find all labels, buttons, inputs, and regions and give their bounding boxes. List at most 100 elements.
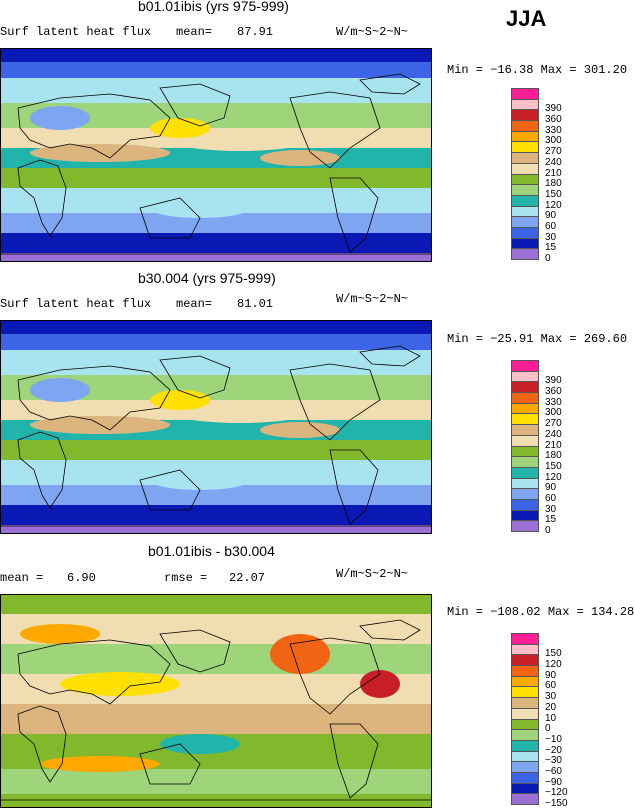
colorbar-swatch xyxy=(511,205,539,218)
colorbar-swatch xyxy=(511,665,539,677)
panel3-units: W/m~S~2~N~ xyxy=(336,567,409,581)
panel2-mean-label: mean= xyxy=(176,297,213,311)
panel1-mean-label: mean= xyxy=(176,25,213,39)
colorbar-swatch xyxy=(511,152,539,164)
colorbar-swatch xyxy=(511,141,539,154)
colorbar-swatch xyxy=(511,477,539,490)
panel3-rmse-value: 22.07 xyxy=(229,571,266,585)
panel1-colorbar xyxy=(511,88,539,260)
colorbar-tick-label: 180 xyxy=(545,178,562,190)
colorbar-tick-label: 120 xyxy=(545,199,562,211)
panel1-variable: Surf latent heat flux xyxy=(0,25,152,39)
colorbar-tick-label: 90 xyxy=(545,669,557,681)
colorbar-swatch xyxy=(511,445,539,458)
colorbar-swatch xyxy=(511,162,539,175)
colorbar-swatch xyxy=(511,109,539,122)
colorbar-swatch xyxy=(511,381,539,394)
panel2-colorbar xyxy=(511,360,539,532)
panel3-mean-value: 6.90 xyxy=(67,571,96,585)
colorbar-swatch xyxy=(511,750,539,763)
colorbar-swatch xyxy=(511,130,539,143)
colorbar-tick-label: 30 xyxy=(545,231,557,243)
colorbar-tick-label: 60 xyxy=(545,220,557,232)
panel2-mean-value: 81.01 xyxy=(237,297,274,311)
colorbar-swatch xyxy=(511,392,539,404)
colorbar-swatch xyxy=(511,729,539,741)
panel1-units: W/m~S~2~N~ xyxy=(336,25,409,39)
colorbar-tick-label: 150 xyxy=(545,648,562,660)
colorbar-swatch xyxy=(511,509,539,522)
colorbar-tick-label: 180 xyxy=(545,450,562,462)
panel2-range: Min = −25.91 Max = 269.60 xyxy=(447,332,628,346)
colorbar-swatch xyxy=(511,782,539,795)
colorbar-swatch xyxy=(511,424,539,436)
colorbar-swatch xyxy=(511,173,539,186)
colorbar-tick-label: 210 xyxy=(545,167,562,179)
colorbar-swatch xyxy=(511,370,539,383)
colorbar-swatch xyxy=(511,88,539,100)
colorbar-swatch xyxy=(511,771,539,784)
colorbar-tick-label: 90 xyxy=(545,210,557,222)
colorbar-tick-label: 300 xyxy=(545,135,562,147)
panel3-colorbar xyxy=(511,633,539,805)
colorbar-tick-label: 240 xyxy=(545,428,562,440)
colorbar-tick-label: −120 xyxy=(545,787,568,799)
colorbar-swatch xyxy=(511,360,539,372)
panel3-map xyxy=(0,594,432,808)
colorbar-swatch xyxy=(511,761,539,773)
colorbar-swatch xyxy=(511,216,539,228)
colorbar-tick-label: 90 xyxy=(545,482,557,494)
colorbar-tick-label: 270 xyxy=(545,146,562,158)
colorbar-swatch xyxy=(511,498,539,511)
panel2-title: b30.004 (yrs 975-999) xyxy=(138,270,276,286)
colorbar-tick-label: 150 xyxy=(545,188,562,200)
colorbar-swatch xyxy=(511,226,539,239)
panel2-units: W/m~S~2~N~ xyxy=(336,292,409,306)
colorbar-tick-label: −30 xyxy=(545,755,562,767)
colorbar-swatch xyxy=(511,120,539,132)
colorbar-swatch xyxy=(511,654,539,667)
panel2-map xyxy=(0,320,432,534)
colorbar-tick-label: −60 xyxy=(545,765,562,777)
colorbar-tick-label: 330 xyxy=(545,124,562,136)
colorbar-swatch xyxy=(511,739,539,752)
season-label: JJA xyxy=(506,6,547,31)
colorbar-tick-label: 240 xyxy=(545,156,562,168)
colorbar-swatch xyxy=(511,184,539,196)
colorbar-swatch xyxy=(511,686,539,699)
colorbar-tick-label: −90 xyxy=(545,776,562,788)
colorbar-tick-label: 30 xyxy=(545,691,557,703)
colorbar-tick-label: 0 xyxy=(545,525,551,536)
panel1-range: Min = −16.38 Max = 301.20 xyxy=(447,63,628,77)
colorbar-swatch xyxy=(511,98,539,111)
colorbar-tick-label: −10 xyxy=(545,733,562,745)
colorbar-tick-label: 210 xyxy=(545,439,562,451)
colorbar-swatch xyxy=(511,434,539,447)
colorbar-swatch xyxy=(511,697,539,709)
colorbar-tick-label: 20 xyxy=(545,701,557,713)
colorbar-swatch xyxy=(511,488,539,500)
colorbar-tick-label: 15 xyxy=(545,242,557,254)
colorbar-tick-label: 120 xyxy=(545,471,562,483)
colorbar-tick-label: 390 xyxy=(545,103,562,115)
colorbar-swatch xyxy=(511,675,539,688)
colorbar-tick-label: 60 xyxy=(545,680,557,692)
colorbar-tick-label: 30 xyxy=(545,503,557,515)
colorbar-swatch xyxy=(511,413,539,426)
colorbar-swatch xyxy=(511,707,539,720)
panel3-mean-label: mean = xyxy=(0,571,44,585)
panel3-title: b01.01ibis - b30.004 xyxy=(148,543,275,559)
colorbar-tick-label: 270 xyxy=(545,418,562,430)
colorbar-swatch xyxy=(511,194,539,207)
colorbar-swatch xyxy=(511,643,539,656)
panel3-rmse-label: rmse = xyxy=(164,571,208,585)
colorbar-swatch xyxy=(511,466,539,479)
panel2-variable: Surf latent heat flux xyxy=(0,297,152,311)
colorbar-tick-label: 360 xyxy=(545,386,562,398)
panel1-title: b01.01ibis (yrs 975-999) xyxy=(138,0,289,14)
panel3-range: Min = −108.02 Max = 134.28 xyxy=(447,605,634,619)
colorbar-tick-label: 150 xyxy=(545,460,562,472)
colorbar-tick-label: 60 xyxy=(545,492,557,504)
panel1-mean-value: 87.91 xyxy=(237,25,274,39)
colorbar-tick-label: 300 xyxy=(545,407,562,419)
